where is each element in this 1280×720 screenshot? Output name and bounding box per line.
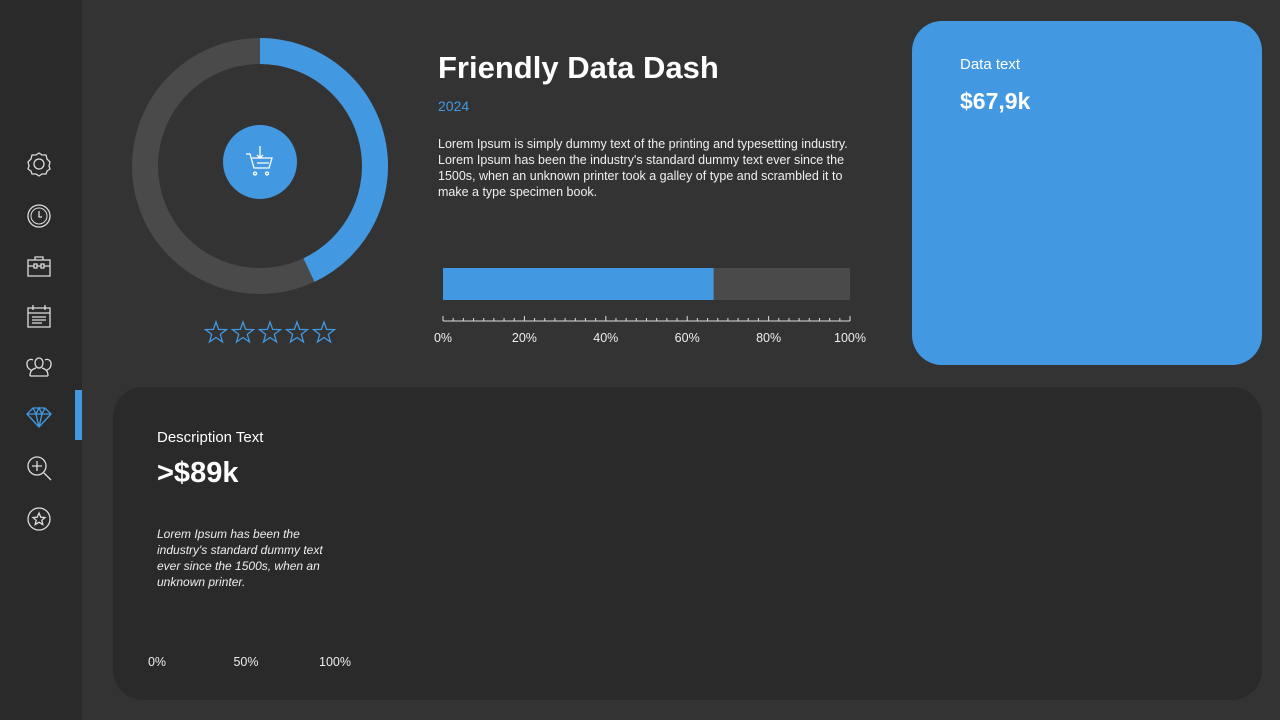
sidebar-item-users[interactable] bbox=[26, 357, 52, 377]
active-indicator bbox=[75, 390, 82, 440]
sidebar-item-diamond[interactable] bbox=[26, 406, 52, 428]
intro-paragraph: Lorem Ipsum is simply dummy text of the … bbox=[438, 137, 848, 199]
year-label: 2024 bbox=[438, 98, 470, 114]
progress-tick-label: 60% bbox=[674, 331, 700, 345]
briefcase-icon bbox=[27, 256, 51, 277]
rating-star[interactable] bbox=[284, 320, 310, 344]
clock-icon bbox=[38, 211, 42, 218]
sidebar-item-gear[interactable] bbox=[27, 152, 51, 177]
bottom-progress-tick-label: 0% bbox=[147, 655, 167, 669]
progress-tick-label: 40% bbox=[593, 331, 619, 345]
gear-icon bbox=[33, 158, 45, 170]
progress-tick-label: 20% bbox=[511, 331, 537, 345]
sidebar-item-briefcase[interactable] bbox=[27, 256, 51, 277]
description-title: Description Text bbox=[157, 429, 264, 446]
ring-center bbox=[223, 125, 297, 199]
description-value: >$89k bbox=[157, 457, 239, 489]
rating-star[interactable] bbox=[230, 320, 256, 344]
card-value: $67,9k bbox=[960, 88, 1031, 114]
clock-icon bbox=[30, 207, 48, 225]
sidebar-item-clock[interactable] bbox=[27, 204, 51, 228]
sidebar bbox=[0, 0, 82, 720]
progress-tick-label: 100% bbox=[834, 331, 866, 345]
card-label: Data text bbox=[960, 56, 1021, 73]
progress-tick-label: 80% bbox=[756, 331, 782, 345]
ring-progress bbox=[259, 38, 388, 282]
zoom-in-icon bbox=[27, 456, 47, 476]
bottom-progress-tick-label: 50% bbox=[233, 655, 259, 669]
sidebar-item-star-circle[interactable] bbox=[27, 507, 51, 531]
data-card bbox=[912, 21, 1262, 365]
bottom-panel bbox=[113, 387, 1262, 700]
sidebar-item-zoom-in[interactable] bbox=[27, 456, 52, 481]
star-circle-icon bbox=[27, 507, 51, 531]
star-circle-icon bbox=[31, 511, 47, 526]
zoom-in-icon bbox=[32, 461, 52, 481]
page-title: Friendly Data Dash bbox=[438, 50, 719, 85]
progress-tick-label: 0% bbox=[433, 331, 453, 345]
clock-icon bbox=[27, 204, 51, 228]
calendar-icon bbox=[27, 305, 51, 328]
rating-star[interactable] bbox=[257, 320, 283, 344]
gear-icon bbox=[27, 152, 51, 177]
sidebar-item-calendar[interactable] bbox=[27, 305, 51, 328]
rating-star[interactable] bbox=[203, 320, 229, 344]
rating-star[interactable] bbox=[311, 320, 337, 344]
users-icon bbox=[26, 357, 52, 377]
shopping-cart-icon bbox=[246, 146, 273, 176]
description-paragraph: Lorem Ipsum has been the industry's stan… bbox=[157, 527, 323, 589]
progress-fill bbox=[443, 268, 714, 300]
shopping-cart-icon bbox=[246, 146, 273, 176]
diamond-icon bbox=[26, 406, 52, 428]
bottom-progress-tick-label: 100% bbox=[319, 655, 351, 669]
